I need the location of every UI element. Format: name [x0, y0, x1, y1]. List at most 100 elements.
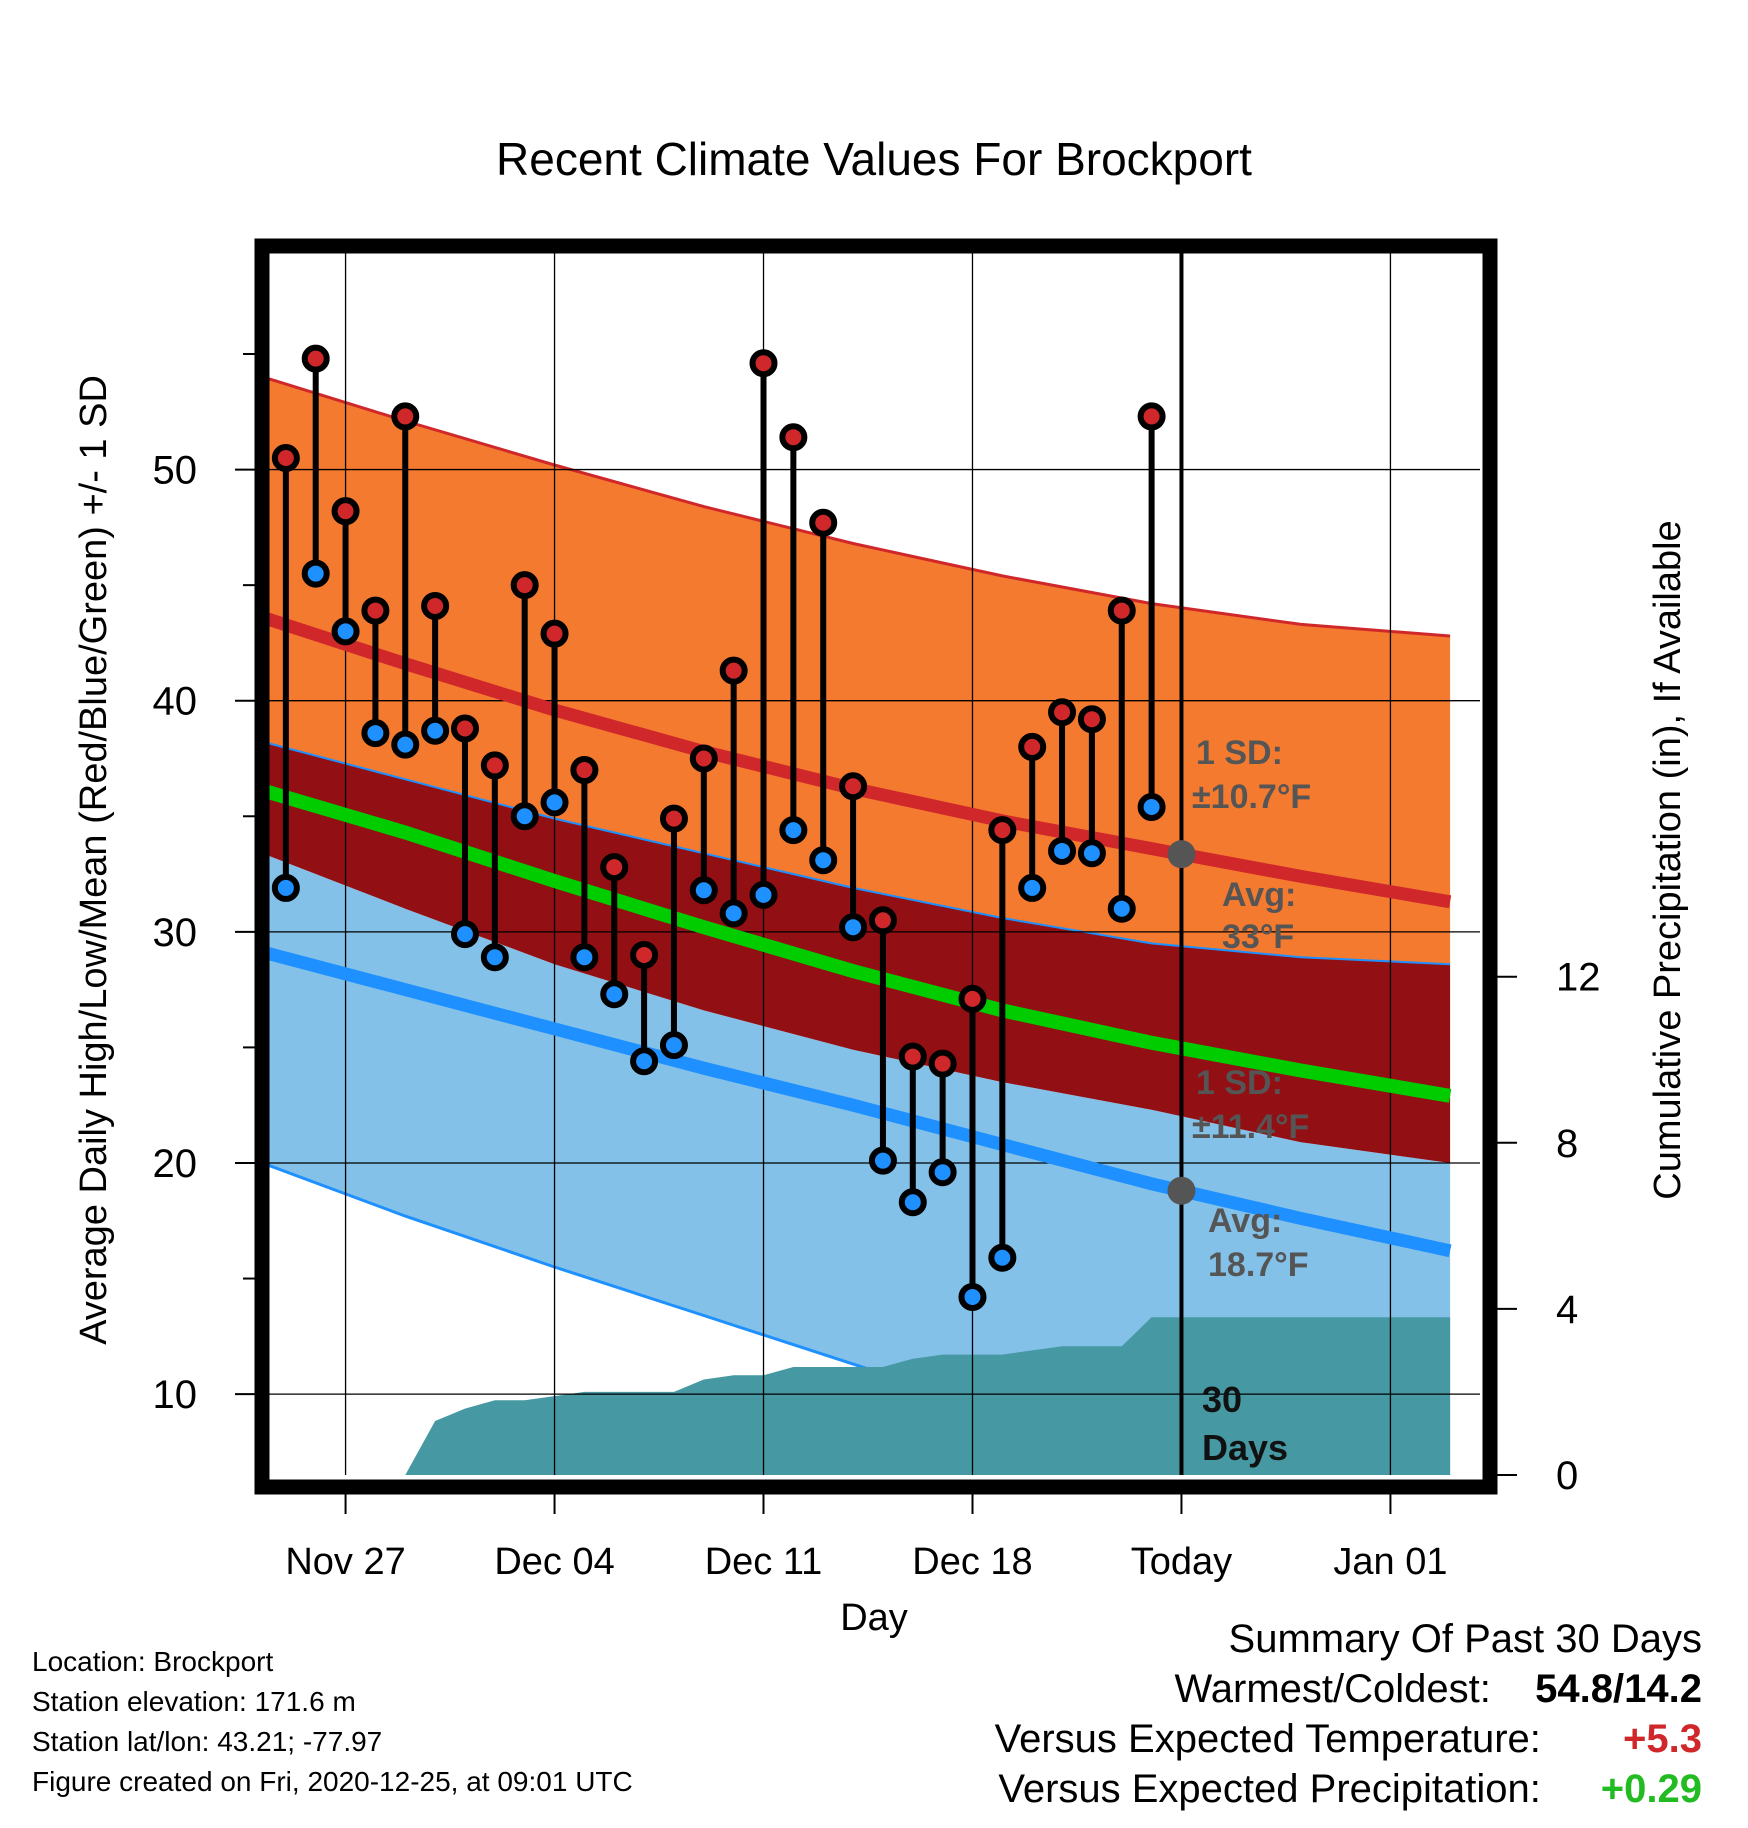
y-tick-label: 20 — [153, 1142, 198, 1186]
y-tick-label: 50 — [153, 449, 198, 493]
summary-warm-cold: Warmest/Coldest: 54.8/14.2 — [995, 1664, 1703, 1714]
x-tick-label: Dec 11 — [705, 1541, 823, 1583]
x-tick-label: Dec 18 — [912, 1541, 1032, 1583]
elevation-text: Station elevation: 171.6 m — [32, 1686, 356, 1717]
daily-low-point — [1137, 793, 1166, 822]
daily-high-point — [958, 984, 987, 1013]
summary-title: Summary Of Past 30 Days — [1228, 1617, 1702, 1661]
days-word-label: Days — [1202, 1427, 1288, 1468]
axes: Nov 27 Dec 04 Dec 11 Dec 18 Today Jan 01 10 20 3… — [153, 353, 1601, 1583]
high-avg-label: Avg: — [1222, 876, 1296, 914]
station-info: Location: Brockport Station elevation: 1… — [32, 1642, 633, 1802]
x-tick-label: Today — [1131, 1541, 1232, 1583]
daily-low-point — [540, 788, 569, 817]
daily-low-point — [898, 1188, 927, 1217]
daily-high-point — [540, 619, 569, 648]
daily-low-point — [749, 880, 778, 909]
daily-low-point — [839, 913, 868, 942]
warm-cold-label: Warmest/Coldest: — [1174, 1667, 1491, 1711]
y2-tick-label: 4 — [1556, 1288, 1578, 1332]
daily-high-point — [570, 756, 599, 785]
daily-high-point — [779, 423, 808, 452]
daily-high-point — [301, 344, 330, 373]
summary-precip: Versus Expected Precipitation: +0.29 — [995, 1764, 1702, 1814]
daily-low-point — [301, 559, 330, 588]
low-lower-edge — [256, 1159, 1200, 1475]
y-tick-label: 30 — [153, 911, 198, 955]
daily-high-point — [1018, 732, 1047, 761]
precip-polygon — [405, 1317, 1451, 1475]
x-tick-label: Dec 04 — [494, 1541, 614, 1583]
daily-low-point — [1018, 873, 1047, 902]
summary-panel: Summary Of Past 30 Days Warmest/Coldest:… — [995, 1614, 1702, 1814]
daily-low-point — [600, 980, 629, 1009]
low-sd-value: ±11.4°F — [1192, 1108, 1309, 1146]
daily-low-point — [331, 617, 360, 646]
daily-low-point — [630, 1047, 659, 1076]
daily-low-point — [391, 730, 420, 759]
daily-low-point — [1077, 839, 1106, 868]
daily-low-point — [1048, 836, 1077, 865]
daily-high-point — [928, 1049, 957, 1078]
normal-low-line — [256, 944, 1452, 1258]
y2-tick-label: 12 — [1556, 956, 1601, 1000]
daily-high-point — [1107, 596, 1136, 625]
temp-label: Versus Expected Temperature: — [994, 1717, 1541, 1761]
daily-low-point — [958, 1283, 987, 1312]
daily-high-point — [1048, 698, 1077, 727]
daily-high-point — [391, 402, 420, 431]
y-axis-label: Average Daily High/Low/Mean (Red/Blue/Gr… — [73, 375, 115, 1345]
daily-low-point — [868, 1146, 897, 1175]
precipitation-area — [405, 1317, 1451, 1475]
daily-high-point — [510, 571, 539, 600]
daily-low-point — [928, 1158, 957, 1187]
daily-high-point — [749, 349, 778, 378]
x-tick-label: Nov 27 — [285, 1541, 405, 1583]
daily-high-point — [1077, 705, 1106, 734]
x-tick-label: Jan 01 — [1333, 1541, 1447, 1583]
daily-high-point — [689, 744, 718, 773]
daily-high-point — [480, 751, 509, 780]
daily-low-point — [421, 716, 450, 745]
daily-low-point — [689, 876, 718, 905]
daily-high-point — [450, 714, 479, 743]
latlon-text: Station lat/lon: 43.21; -77.97 — [32, 1726, 383, 1757]
x-axis-label: Day — [840, 1597, 908, 1639]
created-text: Figure created on Fri, 2020-12-25, at 09… — [32, 1766, 633, 1797]
daily-high-point — [719, 656, 748, 685]
daily-low-point — [1107, 894, 1136, 923]
daily-high-point — [988, 816, 1017, 845]
y-tick-label: 40 — [153, 680, 198, 724]
low-sd-label: 1 SD: — [1196, 1064, 1283, 1102]
precip-value: +0.29 — [1600, 1767, 1702, 1811]
high-sd-value: ±10.7°F — [1192, 778, 1311, 816]
warm-cold-value: 54.8/14.2 — [1535, 1667, 1702, 1711]
normal-mean-line — [256, 781, 1452, 1103]
y2-axis-label: Cumulative Precipitation (in), If Availa… — [1647, 520, 1689, 1199]
daily-high-point — [868, 906, 897, 935]
daily-low-point — [988, 1243, 1017, 1272]
high-sd-label: 1 SD: — [1196, 734, 1283, 772]
low-avg-label: Avg: — [1208, 1202, 1282, 1240]
high-avg-marker — [1167, 840, 1196, 869]
y-tick-label: 10 — [153, 1373, 198, 1417]
daily-high-point — [659, 804, 688, 833]
daily-low-point — [510, 802, 539, 831]
temp-value: +5.3 — [1623, 1717, 1702, 1761]
days-count-label: 30 — [1202, 1379, 1242, 1420]
daily-low-point — [570, 943, 599, 972]
y2-tick-label: 8 — [1556, 1122, 1578, 1166]
high-upper-edge — [256, 373, 1451, 638]
y2-tick-label: 0 — [1556, 1454, 1578, 1498]
daily-high-point — [809, 508, 838, 537]
low-avg-marker — [1167, 1176, 1196, 1205]
precip-label: Versus Expected Precipitation: — [998, 1767, 1541, 1811]
low-avg-value: 18.7°F — [1208, 1246, 1309, 1284]
observed-temperatures — [271, 344, 1166, 1312]
daily-high-point — [331, 497, 360, 526]
summary-temp: Versus Expected Temperature: +5.3 — [995, 1714, 1702, 1764]
chart-title: Recent Climate Values For Brockport — [496, 133, 1252, 185]
daily-high-point — [421, 591, 450, 620]
annotations: 1 SD: ±10.7°F Avg: 33°F 1 SD: ±11.4°F Av… — [1192, 734, 1311, 1468]
